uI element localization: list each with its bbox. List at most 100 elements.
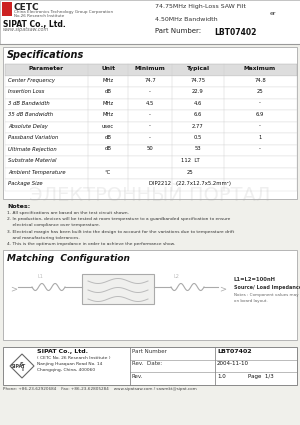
Bar: [2, 2, 12, 16]
Text: 2. In production, devices will be tested at room temperature to a guardbanded sp: 2. In production, devices will be tested…: [7, 217, 230, 221]
Polygon shape: [2, 2, 12, 16]
Text: L2: L2: [174, 274, 180, 279]
Text: >: >: [219, 284, 226, 293]
Text: 112  LT: 112 LT: [181, 158, 200, 163]
Text: Parameter: Parameter: [28, 66, 64, 71]
Text: www.sipatsaw.com: www.sipatsaw.com: [3, 27, 49, 32]
Text: dB: dB: [104, 89, 112, 94]
Text: Substrate Material: Substrate Material: [8, 158, 56, 163]
Text: 6.9: 6.9: [256, 112, 264, 117]
Text: °C: °C: [105, 170, 111, 175]
Text: Part Number: Part Number: [132, 349, 167, 354]
Text: ( CETC No. 26 Research Institute ): ( CETC No. 26 Research Institute ): [37, 356, 110, 360]
Text: 4.6: 4.6: [194, 100, 202, 105]
Text: 35 dB Bandwidth: 35 dB Bandwidth: [8, 112, 53, 117]
Text: Source/ Load Impedance= 50 ohm: Source/ Load Impedance= 50 ohm: [234, 285, 300, 290]
Bar: [5, 110, 297, 122]
Text: Typical: Typical: [186, 66, 210, 71]
Text: -: -: [259, 124, 261, 128]
Text: Ambient Temperature: Ambient Temperature: [8, 170, 66, 175]
Text: 2.77: 2.77: [192, 124, 204, 128]
Text: Notes:: Notes:: [7, 204, 30, 209]
Text: on board layout.: on board layout.: [234, 299, 268, 303]
Text: Specifications: Specifications: [7, 50, 84, 60]
Text: -: -: [259, 100, 261, 105]
Text: DIP2212   (22.7x12.7x5.2mm²): DIP2212 (22.7x12.7x5.2mm²): [149, 181, 231, 186]
Bar: [3, 47, 297, 199]
Text: dB: dB: [104, 147, 112, 151]
Text: 6.6: 6.6: [194, 112, 202, 117]
Bar: [5, 156, 297, 167]
Text: CETC: CETC: [14, 3, 40, 12]
Text: 22.9: 22.9: [192, 89, 204, 94]
Text: China Electronics Technology Group Corporation: China Electronics Technology Group Corpo…: [14, 10, 113, 14]
Text: 2004-11-10: 2004-11-10: [217, 361, 249, 366]
Bar: [5, 99, 297, 110]
Text: 3 dB Bandwidth: 3 dB Bandwidth: [8, 100, 50, 105]
Text: 0.5: 0.5: [194, 135, 202, 140]
Bar: [5, 133, 297, 145]
Text: Chongqing, China, 400060: Chongqing, China, 400060: [37, 368, 95, 372]
Bar: [5, 167, 297, 179]
Text: Center Frequency: Center Frequency: [8, 77, 55, 82]
Text: -: -: [149, 135, 151, 140]
Bar: [5, 87, 297, 99]
Text: 53: 53: [195, 147, 201, 151]
Text: I: I: [21, 367, 23, 372]
Text: Nanjing Huaquan Road No. 14: Nanjing Huaquan Road No. 14: [37, 362, 102, 366]
Text: 4. This is the optimum impedance in order to achieve the performance show.: 4. This is the optimum impedance in orde…: [7, 242, 175, 246]
Text: Notes : Component values may change depending: Notes : Component values may change depe…: [234, 293, 300, 297]
Text: SIPAT Co., Ltd.: SIPAT Co., Ltd.: [3, 20, 66, 29]
Text: Passband Variation: Passband Variation: [8, 135, 59, 140]
Text: 1. All specifications are based on the test circuit shown.: 1. All specifications are based on the t…: [7, 211, 129, 215]
Text: Unit: Unit: [101, 66, 115, 71]
Text: electrical compliance over temperature.: electrical compliance over temperature.: [7, 224, 100, 227]
Text: Part Number:: Part Number:: [155, 28, 206, 34]
Text: 74.75MHz High-Loss SAW Filt: 74.75MHz High-Loss SAW Filt: [155, 4, 246, 9]
Bar: [82, 274, 154, 304]
Text: Matching  Configuration: Matching Configuration: [7, 254, 130, 263]
Text: -: -: [149, 112, 151, 117]
Text: Absolute Delay: Absolute Delay: [8, 124, 48, 128]
Text: 25: 25: [256, 89, 263, 94]
Text: 1: 1: [258, 135, 262, 140]
Text: Rev.  Date:: Rev. Date:: [132, 361, 162, 366]
Text: Ultimate Rejection: Ultimate Rejection: [8, 147, 57, 151]
Bar: [5, 76, 297, 87]
Text: LBT07402: LBT07402: [214, 28, 256, 37]
Text: Package Size: Package Size: [8, 181, 43, 186]
Text: -: -: [149, 89, 151, 94]
Text: Phone: +86-23-62920684    Fax: +86-23-62805284    www.sipatsaw.com / sawmkt@sipa: Phone: +86-23-62920684 Fax: +86-23-62805…: [3, 387, 197, 391]
Text: -: -: [149, 124, 151, 128]
Text: -: -: [259, 147, 261, 151]
Text: SIPAT Co., Ltd.: SIPAT Co., Ltd.: [37, 349, 88, 354]
Text: 1.0: 1.0: [217, 374, 226, 379]
Text: 4.50MHz Bandwidth: 4.50MHz Bandwidth: [155, 17, 218, 22]
Text: SIPAT: SIPAT: [11, 365, 26, 369]
Text: 25: 25: [187, 170, 194, 175]
Text: 50: 50: [147, 147, 153, 151]
Bar: [3, 250, 297, 340]
Text: ЭЛЕКТРОННЫЙ ПОРТАЛ: ЭЛЕКТРОННЫЙ ПОРТАЛ: [29, 185, 271, 204]
Text: Minimum: Minimum: [135, 66, 165, 71]
Bar: [5, 64, 297, 76]
Text: >: >: [10, 284, 17, 293]
Text: LBT07402: LBT07402: [217, 349, 252, 354]
Bar: [5, 122, 297, 133]
Text: MHz: MHz: [102, 77, 114, 82]
Bar: [3, 347, 297, 385]
Bar: [5, 179, 297, 190]
Text: Page  1/3: Page 1/3: [248, 374, 274, 379]
Text: S: S: [20, 362, 24, 367]
Bar: [0, 0, 300, 44]
Text: MHz: MHz: [102, 112, 114, 117]
Text: Insertion Loss: Insertion Loss: [8, 89, 44, 94]
Text: Maximum: Maximum: [244, 66, 276, 71]
Text: dB: dB: [104, 135, 112, 140]
Text: 74.75: 74.75: [190, 77, 206, 82]
Text: MHz: MHz: [102, 100, 114, 105]
Text: No.26 Research Institute: No.26 Research Institute: [14, 14, 64, 18]
Text: 3. Electrical margin has been built into the design to account for the variation: 3. Electrical margin has been built into…: [7, 230, 234, 234]
Text: er: er: [270, 11, 277, 16]
Bar: [5, 144, 297, 156]
